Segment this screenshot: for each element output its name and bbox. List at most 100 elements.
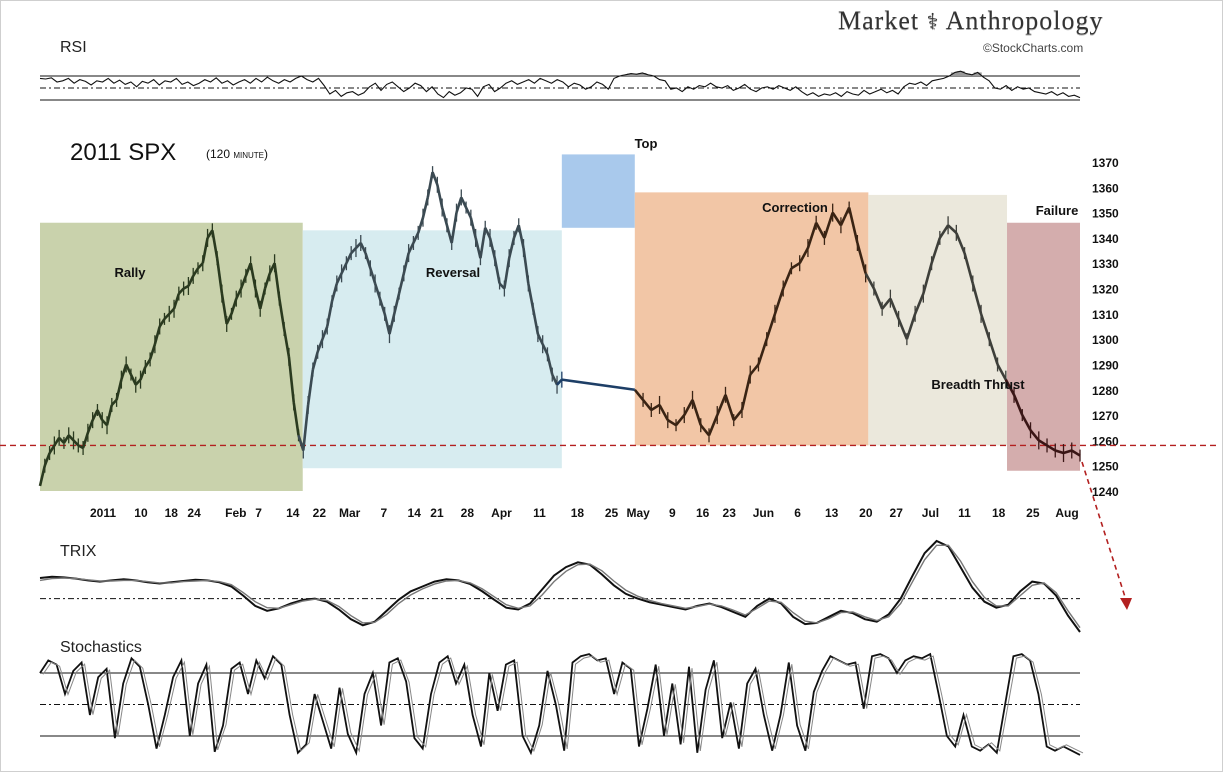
dna-icon: ⚕ (926, 9, 940, 34)
x-tick-6: 14 (286, 506, 300, 520)
y-tick-1330: 1330 (1092, 257, 1119, 271)
x-tick-4: Feb (225, 506, 246, 520)
spx-b-seg-27 (847, 207, 859, 244)
spx-a-seg-48 (263, 272, 272, 289)
spx-a-seg-25 (153, 326, 161, 345)
spx-b-seg-45 (996, 363, 1007, 381)
spx-a-seg-56 (302, 404, 310, 451)
rsi-overbought-fill (973, 72, 982, 76)
rsi-title: RSI (60, 39, 87, 56)
x-tick-13: Apr (491, 506, 512, 520)
spx-b-seg-14 (740, 374, 752, 411)
x-tick-8: Mar (339, 506, 361, 520)
spx-a-seg-24 (148, 343, 157, 360)
spx-b-seg-2 (642, 399, 653, 411)
spx-b-seg-46 (1004, 379, 1016, 396)
zone-4 (868, 194, 1008, 446)
zone-0 (40, 222, 303, 491)
spx-a-seg-2 (43, 452, 51, 467)
spx-a-seg-98 (503, 257, 511, 289)
spx-a-seg-109 (556, 378, 563, 386)
spx-b-seg-17 (765, 313, 777, 340)
y-tick-1360: 1360 (1092, 181, 1119, 195)
x-tick-28: 18 (992, 506, 1006, 520)
y-tick-1250: 1250 (1092, 460, 1119, 474)
y-tick-1320: 1320 (1092, 283, 1119, 297)
spx-a-seg-89 (460, 196, 468, 209)
spx-a-seg-70 (369, 267, 377, 284)
spx-a-seg-11 (86, 419, 94, 434)
spx-a-seg-74 (388, 313, 396, 335)
zone-label-5: Failure (1036, 203, 1079, 218)
spx-a-seg-60 (321, 326, 329, 340)
zone-2 (561, 154, 635, 228)
rsi-overbought-fill (627, 73, 636, 76)
spx-b-seg-26 (839, 207, 851, 226)
spx-a-seg-20 (129, 374, 137, 386)
spx-b-seg-42 (971, 283, 983, 315)
spx-b-seg-20 (790, 262, 801, 270)
spx-a-seg-78 (407, 242, 415, 254)
spx-a-seg-73 (383, 313, 391, 335)
failure-arrow-head (1120, 598, 1132, 610)
spx-a-seg-72 (378, 298, 386, 315)
spx-b-seg-7 (683, 399, 694, 416)
spx-b-seg-29 (864, 272, 876, 290)
spx-a-seg-81 (421, 197, 430, 218)
spx-b-seg-51 (1046, 444, 1056, 452)
spx-a-seg-33 (192, 267, 200, 277)
x-tick-3: 24 (187, 506, 201, 520)
spx-a-seg-6 (62, 434, 70, 444)
spx-a-seg-51 (278, 298, 286, 330)
price-subtitle: (120 minute) (206, 147, 268, 161)
spx-a-seg-62 (330, 283, 339, 302)
spx-b-seg-53 (1063, 449, 1073, 455)
brand-left: Market (838, 6, 920, 35)
x-tick-9: 7 (381, 506, 388, 520)
x-tick-29: 25 (1026, 506, 1040, 520)
y-tick-1240: 1240 (1092, 485, 1119, 499)
x-tick-19: 16 (696, 506, 710, 520)
spx-b-seg-28 (856, 242, 867, 274)
spx-a-seg-46 (254, 288, 262, 310)
spx-a-seg-16 (110, 398, 118, 406)
spx-b-seg-41 (963, 252, 975, 284)
spx-a-seg-57 (306, 369, 315, 406)
trix-panel: TRIX (39, 539, 1081, 633)
x-tick-26: Jul (922, 506, 939, 520)
rsi-overbought-fill (968, 74, 977, 76)
x-tick-22: 6 (794, 506, 801, 520)
stoch-line (39, 652, 1081, 757)
spx-a-seg-93 (479, 227, 487, 259)
trix-series-0 (39, 539, 1081, 633)
spx-b-seg-16 (757, 338, 768, 365)
spx-a-seg-95 (488, 237, 497, 259)
spx-b-seg-48 (1021, 414, 1032, 431)
spx-b-seg-33 (897, 318, 909, 340)
x-tick-5: 7 (255, 506, 262, 520)
y-tick-1310: 1310 (1092, 308, 1119, 322)
spx-a-seg-10 (81, 432, 90, 449)
spx-a-seg-103 (527, 283, 535, 310)
spx-a-seg-53 (287, 356, 296, 403)
spx-a-seg-87 (450, 212, 458, 244)
spx-b-seg-3 (650, 403, 661, 412)
spx-a-seg-17 (115, 379, 123, 401)
spx-a-seg-82 (426, 171, 434, 198)
x-tick-0: 2011 (90, 506, 116, 520)
spx-b-seg-10 (707, 414, 719, 436)
spx-a-seg-32 (187, 275, 195, 287)
spx-b-seg-47 (1012, 394, 1024, 416)
stochastics-panel: Stochastics (39, 639, 1084, 757)
spx-a-seg-105 (536, 333, 544, 345)
spx-a-seg-58 (311, 351, 319, 370)
spx-a-seg-79 (412, 232, 420, 244)
spx-a-seg-47 (258, 288, 267, 310)
spx-b-seg-8 (691, 399, 702, 426)
spx-a-seg-22 (139, 366, 147, 381)
brand-right: Anthropology (945, 6, 1104, 35)
trix-title: TRIX (60, 543, 97, 560)
y-tick-1260: 1260 (1092, 434, 1119, 448)
spx-top-connector (561, 378, 635, 392)
